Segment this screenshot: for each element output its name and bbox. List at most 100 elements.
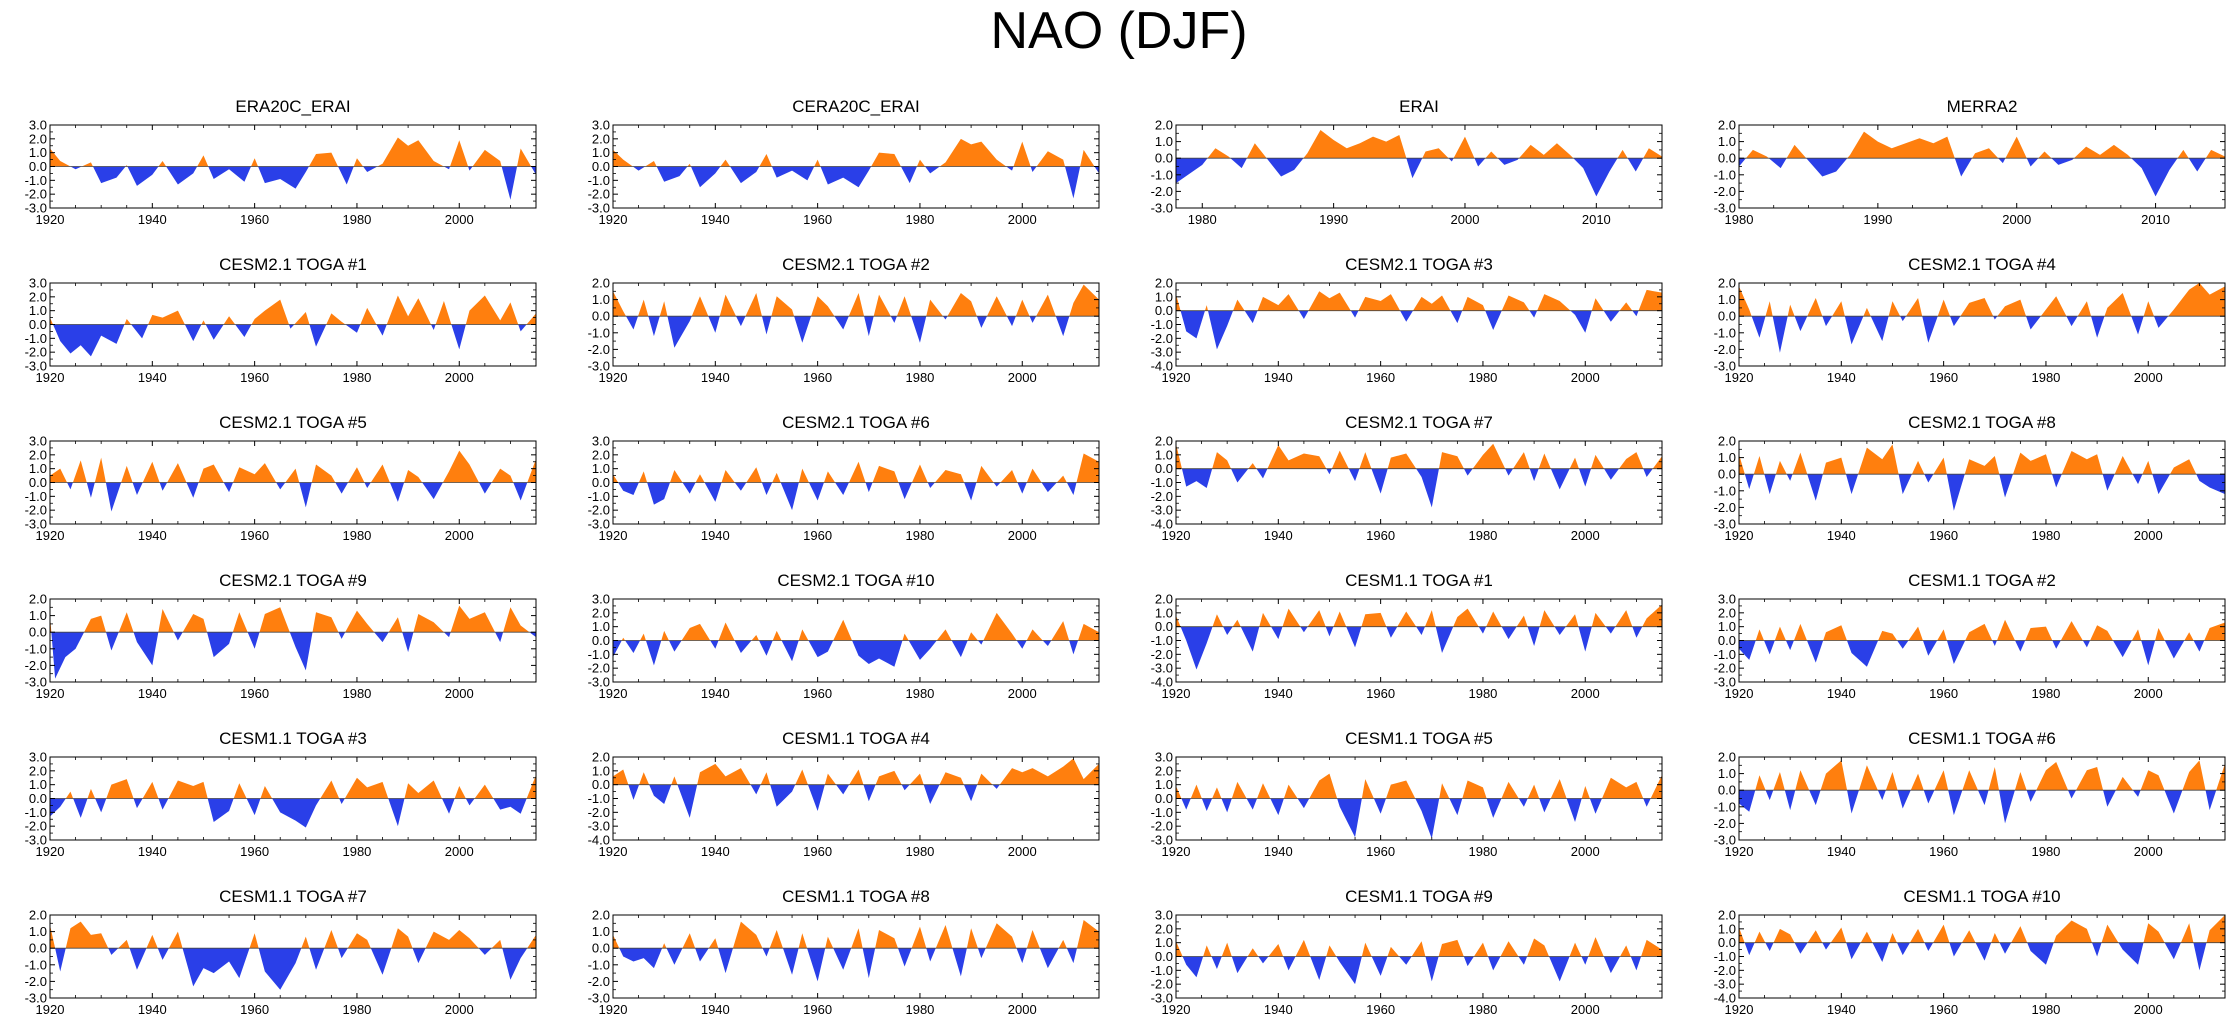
positive-area [1176,443,1662,469]
y-tick-label: -2.0 [1151,331,1173,346]
x-tick-label: 1920 [599,686,628,701]
y-tick-label: 1.0 [1155,935,1173,950]
panel-cesm2-1-toga-2: CESM2.1 TOGA #2 2.01.0 0.0-1.0 -2.0 -3.01920… [588,255,1100,385]
x-tick-label: 1940 [138,212,167,227]
panel-title: CESM2.1 TOGA #10 [777,571,934,590]
panel-cesm2-1-toga-4: CESM2.1 TOGA #4 2.01.0 0.0-1.0 -2.0 -3.01920… [1714,255,2226,385]
negative-area [50,798,536,828]
plot-frame [1738,282,2226,367]
y-tick-label: 2.0 [1718,276,1736,291]
x-tick-label: 1940 [1264,528,1293,543]
y-tick-label: 0.0 [29,941,47,956]
x-tick-label: 1940 [701,370,730,385]
x-tick-label: 1980 [1725,212,1754,227]
y-tick-label: 0.0 [1155,151,1173,166]
x-tick-label: 2000 [1571,686,1600,701]
panel-cesm1-1-toga-8: CESM1.1 TOGA #8 2.01.0 0.0-1.0 -2.0 -3.01920… [588,887,1100,1017]
y-tick-label: 2.0 [1155,276,1173,291]
y-tick-label: -1.0 [25,331,47,346]
x-tick-label: 1940 [701,212,730,227]
y-tick-label: -2.0 [25,345,47,360]
y-tick-label: 3.0 [592,592,610,607]
y-tick-label: -1.0 [588,325,610,340]
x-tick-label: 1940 [701,844,730,859]
y-tick-label: -3.0 [588,201,610,216]
panel-title: CESM2.1 TOGA #4 [1908,255,2056,274]
y-tick-label: -4.0 [588,833,610,848]
y-tick-label: 0.0 [1718,783,1736,798]
y-tick-label: 1.0 [1718,134,1736,149]
y-tick-label: 1.0 [592,145,610,160]
negative-area [1176,310,1662,350]
y-tick-label: -2.0 [1151,647,1173,662]
x-tick-label: 2000 [2002,212,2031,227]
y-tick-label: -1.0 [1714,799,1736,814]
x-tick-label: 1980 [2031,528,2060,543]
negative-area [613,482,1099,511]
y-tick-label: -3.0 [1714,201,1736,216]
y-tick-label: -3.0 [25,201,47,216]
negative-area [50,482,536,512]
x-tick-label: 2010 [1582,212,1611,227]
x-tick-label: 1920 [36,844,65,859]
y-tick-label: -4.0 [1151,675,1173,690]
x-tick-label: 1960 [1929,370,1958,385]
x-tick-label: 1920 [599,844,628,859]
x-tick-label: 2000 [2134,844,2163,859]
y-tick-label: 2.0 [592,276,610,291]
x-tick-label: 1920 [599,528,628,543]
x-tick-label: 1980 [342,844,371,859]
y-tick-label: -1.0 [1714,483,1736,498]
y-tick-label: -3.0 [25,517,47,532]
positive-area [50,137,536,167]
y-tick-label: 0.0 [592,309,610,324]
y-tick-label: -3.0 [1151,201,1173,216]
x-tick-label: 1980 [905,370,934,385]
negative-area [613,166,1099,199]
y-tick-label: -3.0 [1714,833,1736,848]
y-tick-label: 1.0 [1718,292,1736,307]
x-tick-label: 1980 [1468,370,1497,385]
y-tick-label: 2.0 [1718,750,1736,765]
negative-area [1739,942,2225,971]
x-tick-label: 1980 [2031,686,2060,701]
positive-area [613,453,1099,483]
x-tick-label: 1960 [240,1002,269,1017]
x-tick-label: 1960 [803,1002,832,1017]
x-tick-label: 1940 [1827,844,1856,859]
y-tick-label: -2.0 [1151,489,1173,504]
panel-cesm2-1-toga-7: CESM2.1 TOGA #7 2.01.00.0-1.0-2.0-3.0-4.0… [1151,413,1663,543]
x-tick-label: 2010 [2141,212,2170,227]
y-tick-label: 3.0 [1155,908,1173,923]
x-tick-label: 1920 [1725,686,1754,701]
positive-area [1739,760,2225,791]
x-tick-label: 2000 [2134,686,2163,701]
negative-area [1176,956,1662,985]
y-tick-label: 1.0 [29,777,47,792]
x-tick-label: 1960 [240,370,269,385]
negative-area [1739,640,2225,667]
y-tick-label: -2.0 [588,342,610,357]
y-tick-label: -3.0 [1151,345,1173,360]
x-tick-label: 2000 [445,212,474,227]
y-tick-label: 0.0 [1718,309,1736,324]
y-tick-label: -3.0 [588,359,610,374]
panel-title: CESM1.1 TOGA #6 [1908,729,2056,748]
x-tick-label: 1920 [36,686,65,701]
y-tick-label: 2.0 [1718,434,1736,449]
y-tick-label: 0.0 [592,633,610,648]
y-tick-label: -1.0 [1151,317,1173,332]
x-tick-label: 1960 [1366,528,1395,543]
positive-area [613,612,1099,641]
y-tick-label: -1.0 [1714,167,1736,182]
y-tick-label: 0.0 [29,317,47,332]
x-tick-label: 1980 [342,1002,371,1017]
y-tick-label: -4.0 [1714,991,1736,1006]
x-tick-label: 1920 [1725,528,1754,543]
y-tick-label: 0.0 [592,475,610,490]
x-tick-label: 1990 [1319,212,1348,227]
y-tick-label: 1.0 [29,608,47,623]
y-tick-label: -3.0 [1151,833,1173,848]
panel-title: CESM2.1 TOGA #9 [219,571,367,590]
